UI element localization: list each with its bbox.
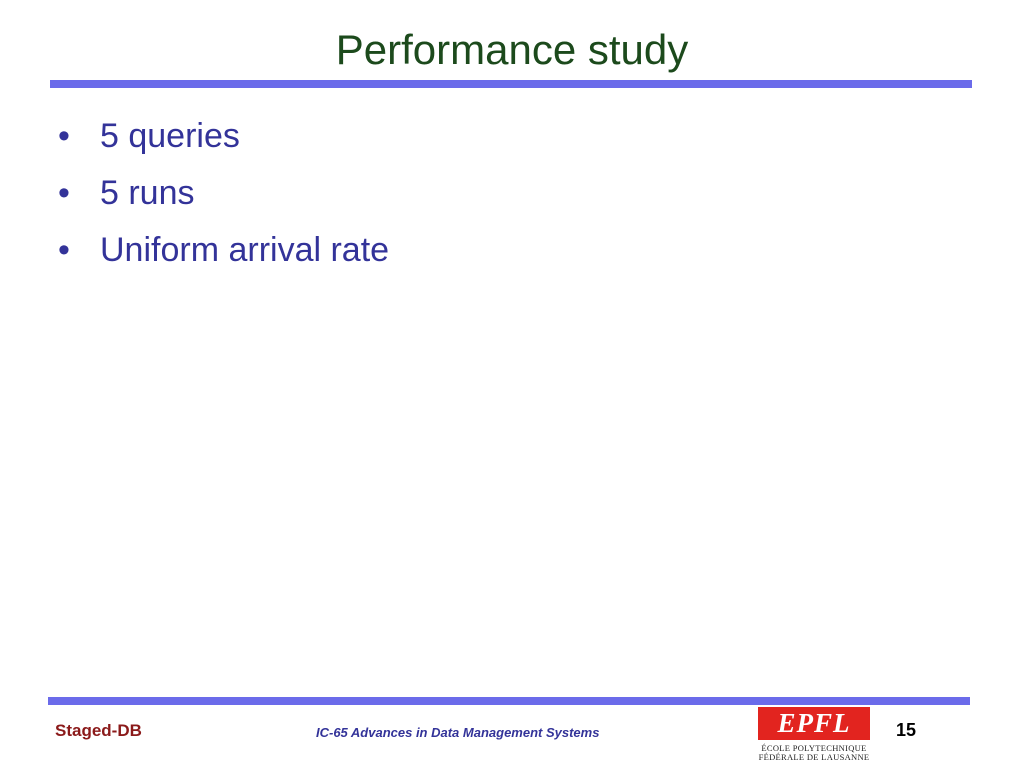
slide-title: Performance study bbox=[335, 26, 689, 73]
bullet-item: • Uniform arrival rate bbox=[58, 230, 389, 270]
bullet-text: 5 queries bbox=[100, 117, 240, 155]
logo-line: FÉDÉRALE DE LAUSANNE bbox=[758, 752, 870, 762]
footer-left: Staged-DB bbox=[55, 721, 142, 740]
bullet-text: 5 runs bbox=[100, 174, 195, 212]
bullet-item: • 5 queries bbox=[58, 116, 240, 156]
bullet-dot: • bbox=[58, 174, 70, 212]
footer-center: IC-65 Advances in Data Management System… bbox=[316, 725, 600, 740]
bottom-rule bbox=[48, 697, 970, 705]
logo-line: ÉCOLE POLYTECHNIQUE bbox=[761, 743, 867, 753]
top-rule bbox=[50, 80, 972, 88]
bullet-text: Uniform arrival rate bbox=[100, 231, 390, 269]
bullet-dot: • bbox=[58, 117, 70, 155]
page-number: 15 bbox=[896, 720, 917, 740]
bullet-item: • 5 runs bbox=[58, 173, 195, 213]
bullet-dot: • bbox=[58, 231, 70, 269]
logo-mark: EPFL bbox=[758, 707, 870, 740]
